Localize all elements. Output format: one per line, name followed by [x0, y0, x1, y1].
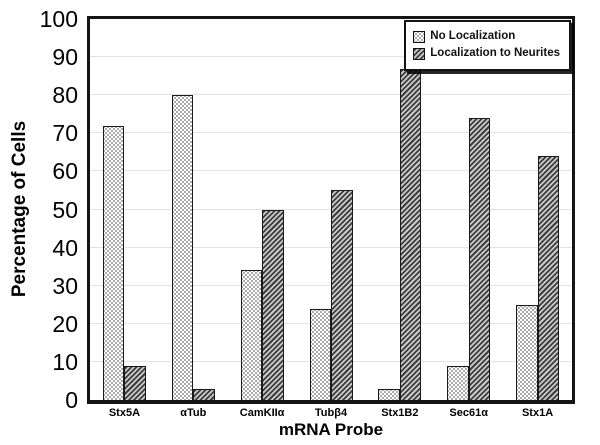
y-tick-label: 10: [52, 348, 78, 375]
y-tick-label: 100: [39, 6, 78, 32]
bar-no-localization: [378, 388, 400, 400]
legend: No Localization Localization to Neurites: [404, 20, 571, 71]
y-tick-label: 0: [65, 387, 78, 413]
legend-item-no-localization: No Localization: [413, 30, 560, 43]
bar-pair: [447, 118, 491, 400]
gridline: [90, 56, 572, 58]
x-tick-label: Stx1A: [521, 407, 554, 419]
y-axis-ticks: 0 10 20 30 40 50 60 70 80 90 100: [0, 0, 82, 445]
legend-label-no-localization: No Localization: [430, 30, 516, 42]
x-axis-title: mRNA Probe: [278, 420, 384, 439]
bar-localization-to-neurites: [399, 68, 422, 400]
legend-swatch-dots-icon: [413, 30, 426, 43]
bar-localization-to-neurites: [262, 209, 284, 400]
legend-item-localization-to-neurites: Localization to Neurites: [413, 47, 560, 60]
gridline: [90, 170, 572, 172]
x-tick-label: Stx1B2: [381, 407, 419, 419]
y-tick-label: 40: [52, 234, 78, 261]
x-tick-label: Sec61α: [449, 407, 488, 419]
bar-no-localization: [102, 125, 125, 400]
gridline: [90, 94, 572, 96]
bars: [90, 19, 572, 400]
x-tick-label: αTub: [180, 407, 207, 419]
bar-pair: [309, 190, 353, 400]
bar-localization-to-neurites: [468, 118, 491, 400]
bar-pair: [171, 95, 215, 400]
bar-pair: [378, 68, 422, 400]
x-axis-labels: Stx5A αTub CamKIIα Tubβ4 Stx1B2 Sec61α Stx1A: [90, 406, 572, 422]
bar-localization-to-neurites: [124, 365, 146, 400]
bar-localization-to-neurites: [331, 190, 353, 400]
bar-no-localization: [171, 95, 194, 400]
bar-no-localization: [240, 270, 263, 400]
gridline: [90, 132, 572, 134]
plot-area: No Localization Localization to Neurites: [87, 16, 575, 404]
bar-pair: [240, 209, 284, 400]
bar-localization-to-neurites: [537, 156, 560, 400]
x-tick-label: Stx5A: [108, 407, 141, 419]
legend-swatch-hatch-icon: [413, 47, 426, 60]
y-tick-label: 30: [52, 272, 78, 299]
legend-label-localization-to-neurites: Localization to Neurites: [430, 47, 560, 59]
y-tick-label: 20: [52, 310, 78, 337]
y-tick-label: 60: [52, 158, 78, 185]
bar-no-localization: [516, 304, 538, 400]
y-tick-label: 50: [52, 196, 78, 223]
bar-pair: [516, 156, 560, 400]
x-tick-label: Tubβ4: [314, 407, 348, 419]
bar-pair: [102, 125, 146, 400]
bar-no-localization: [447, 365, 469, 400]
y-tick-label: 90: [52, 44, 78, 71]
y-tick-label: 70: [52, 120, 78, 147]
bar-no-localization: [309, 308, 331, 400]
bar-localization-to-neurites: [193, 388, 215, 400]
x-tick-label: CamKIIα: [239, 407, 285, 419]
y-tick-label: 80: [52, 82, 78, 109]
